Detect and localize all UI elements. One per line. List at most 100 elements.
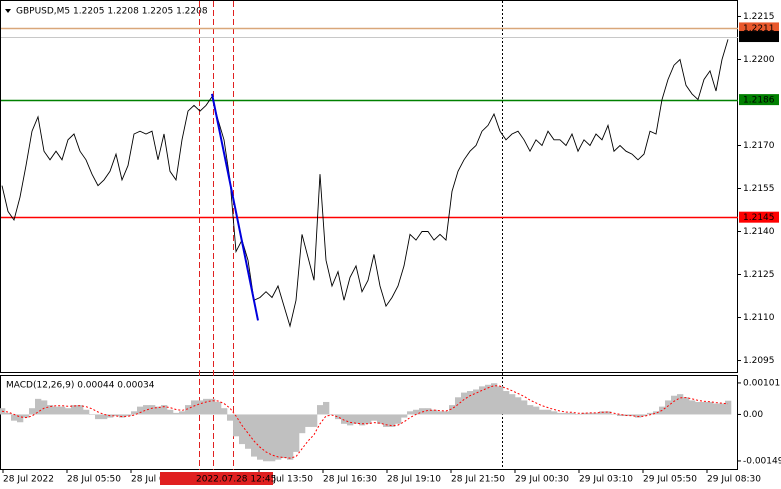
macd-bar <box>269 414 276 462</box>
macd-bar <box>395 414 402 424</box>
y-tick-label: 1.2170 <box>743 141 775 151</box>
macd-bar <box>641 414 648 417</box>
level-label: 1.2145 <box>743 213 775 223</box>
macd-bar <box>581 412 588 415</box>
macd-bar <box>611 414 618 415</box>
macd-bar <box>221 408 228 415</box>
macd-bar <box>11 414 18 421</box>
macd-bar <box>719 403 726 415</box>
macd-bar <box>725 400 732 415</box>
macd-bar <box>233 414 240 437</box>
macd-bar <box>83 409 90 415</box>
macd-bar <box>635 414 642 418</box>
macd-bar <box>683 397 690 415</box>
y-tick-label: 1.2095 <box>743 356 775 366</box>
macd-bar <box>197 400 204 415</box>
macd-bar <box>5 412 12 415</box>
macd-frame <box>0 375 738 470</box>
macd-bar <box>497 386 504 415</box>
macd-bar <box>251 414 258 457</box>
macd-bar <box>131 411 138 415</box>
y-tick-label: 1.2110 <box>743 313 775 323</box>
macd-bar <box>443 411 450 415</box>
macd-bar <box>29 408 36 415</box>
x-tick-label: 28 Jul 21:50 <box>451 475 505 485</box>
macd-bar <box>449 405 456 415</box>
macd-bar <box>665 400 672 415</box>
macd-bar <box>569 412 576 415</box>
macd-bar <box>539 409 546 415</box>
x-tick-label: 28 Jul 19:10 <box>387 475 441 485</box>
x-tick-label: 29 Jul 05:50 <box>643 475 697 485</box>
macd-bar <box>191 400 198 415</box>
price-line <box>1 39 729 328</box>
macd-bar <box>419 408 426 415</box>
macd-bar <box>113 414 120 417</box>
macd-bar <box>239 414 246 445</box>
macd-bar <box>245 414 252 449</box>
macd-bar <box>95 414 102 420</box>
macd-bar <box>257 414 264 460</box>
macd-bar <box>167 409 174 415</box>
macd-bar <box>503 391 510 415</box>
macd-bar <box>227 414 234 421</box>
macd-bar <box>317 405 324 415</box>
macd-bar <box>473 389 480 415</box>
macd-bar <box>701 401 708 415</box>
macd-bar <box>671 395 678 415</box>
macd-bar <box>137 406 144 415</box>
x-tick-label: 28 Jul 13:50 <box>259 475 313 485</box>
y-tick-label: 1.2200 <box>743 55 775 65</box>
macd-bar <box>509 394 516 415</box>
macd-bar <box>707 401 714 415</box>
macd-bar <box>587 412 594 415</box>
macd-bar <box>431 409 438 415</box>
macd-bar <box>599 411 606 415</box>
macd-bar <box>401 414 408 418</box>
y-tick-label: 0.00101 <box>743 378 780 388</box>
macd-bar <box>173 412 180 415</box>
macd-bar <box>713 403 720 415</box>
level-label-bg <box>739 22 779 34</box>
level-label-bg <box>739 31 779 43</box>
macd-bar <box>287 414 294 460</box>
x-tick-label: 28 Jul 08:30 <box>131 475 185 485</box>
macd-bar <box>365 414 372 424</box>
x-tick-label: 29 Jul 00:30 <box>515 475 569 485</box>
macd-bar <box>209 398 216 415</box>
macd-bar <box>101 414 108 420</box>
macd-bar <box>557 412 564 415</box>
level-label: 1.2208 <box>743 33 775 43</box>
macd-title: MACD(12,26,9) 0.00044 0.00034 <box>6 381 155 391</box>
macd-bar <box>383 414 390 427</box>
macd-bar <box>695 401 702 415</box>
macd-bar <box>461 392 468 415</box>
macd-bar <box>263 414 270 462</box>
macd-bar <box>605 411 612 415</box>
cursor-label: 2022.07.28 12:45 <box>196 475 276 485</box>
macd-bar <box>551 411 558 415</box>
macd-bar <box>125 414 132 417</box>
macd-bar <box>275 414 282 460</box>
y-tick-label: 1.2155 <box>743 184 775 194</box>
y-tick-label: 0.00 <box>743 410 763 420</box>
macd-bar <box>455 397 462 415</box>
menu-triangle <box>5 9 11 13</box>
macd-bar <box>185 405 192 415</box>
macd-bar <box>17 414 24 423</box>
macd-bar <box>593 412 600 415</box>
y-tick-label: 1.2140 <box>743 227 775 237</box>
macd-bar <box>143 405 150 415</box>
macd-bar <box>359 414 366 426</box>
macd-bar <box>563 412 570 415</box>
macd-bar <box>647 412 654 415</box>
x-tick-label: 28 Jul 16:30 <box>323 475 377 485</box>
macd-bar <box>479 386 486 415</box>
y-tick-label: -0.00149 <box>743 456 781 466</box>
level-label-bg <box>739 211 779 223</box>
macd-bar <box>215 401 222 415</box>
macd-bar <box>59 406 66 415</box>
macd-bar <box>677 394 684 415</box>
